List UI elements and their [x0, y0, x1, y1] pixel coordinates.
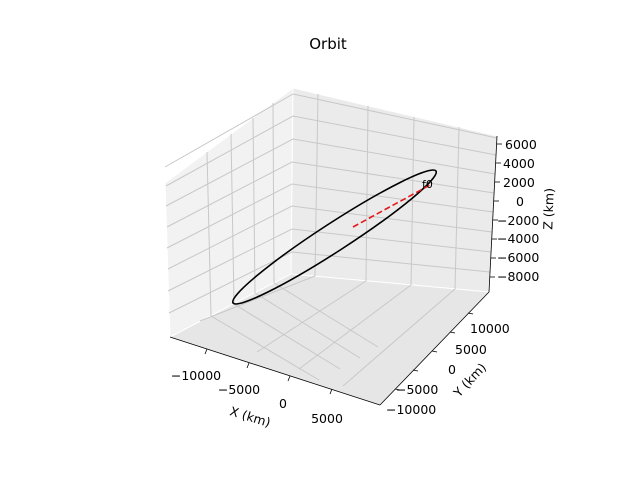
grid-z-7	[165, 115, 497, 187]
x-axis-line	[169, 336, 381, 406]
grid-lines	[164, 93, 498, 387]
z-tick-label: −8000	[497, 269, 539, 284]
x-tick-mark	[246, 362, 250, 369]
z-tick-label: −4000	[497, 231, 539, 246]
grid-z-5	[166, 161, 495, 228]
z-tick-label: 4000	[503, 156, 535, 171]
y-tick-label: 5000	[455, 342, 487, 357]
grid-z-2	[167, 228, 492, 292]
grid-floor-x-1	[210, 315, 320, 381]
z-tick-label: −2000	[497, 213, 539, 228]
x-tick-label: −10000	[171, 368, 221, 383]
grid-y-back-2	[365, 105, 369, 282]
grid-x-back-1	[206, 151, 212, 317]
x-axis-label: X (km)	[228, 403, 272, 430]
x-tick-label: −5000	[218, 382, 260, 397]
grid-z-6	[165, 138, 496, 207]
grid-floor-x-3	[254, 292, 361, 359]
axis-lines	[169, 135, 498, 406]
y-axis-line	[379, 291, 490, 406]
y-tick-mark	[431, 350, 438, 353]
x-tick-mark	[287, 375, 291, 382]
tick-marks	[204, 143, 502, 395]
grid-y-back-1	[314, 93, 319, 277]
y-tick-mark	[467, 312, 474, 315]
grid-x-back-2	[230, 133, 235, 305]
y-tick-mark	[412, 369, 419, 372]
grid-floor-y-2	[256, 280, 367, 353]
z-tick-label: 6000	[505, 137, 537, 152]
f0-vector-line	[352, 184, 431, 228]
grid-z-1	[168, 251, 491, 314]
grid-floor-y-1	[199, 275, 316, 322]
z-axis-label: Z (km)	[540, 188, 556, 230]
x-tick-mark	[329, 388, 333, 395]
y-tick-mark	[394, 388, 401, 391]
y-tick-label: 0	[448, 362, 456, 377]
z-axis-line	[488, 135, 498, 293]
orbit-line	[231, 169, 438, 305]
z-tick-label: −6000	[497, 250, 539, 265]
y-tick-label: −10000	[386, 402, 436, 417]
chart-title: Orbit	[309, 35, 347, 53]
z-tick-label: 2000	[503, 175, 535, 190]
grid-z-8	[164, 93, 498, 168]
grid-floor-y-3	[298, 284, 412, 370]
x-tick-label: 0	[279, 396, 287, 411]
x-tick-mark	[204, 348, 208, 355]
annotation-f0: f0	[422, 178, 433, 191]
x-tick-label: 5000	[311, 411, 343, 426]
grid-z-4	[166, 183, 494, 249]
vector-series	[352, 184, 431, 228]
grid-y-back-4	[454, 126, 460, 290]
grid-floor-y-4	[342, 288, 456, 387]
grid-x-back-3	[252, 117, 256, 294]
y-tick-mark	[449, 331, 456, 334]
y-tick-label: −5000	[396, 382, 438, 397]
grid-floor-x-4	[273, 282, 379, 348]
grid-floor-x-2	[233, 303, 341, 370]
y-tick-label: 10000	[470, 321, 510, 336]
z-tick-label: 0	[516, 194, 524, 209]
grid-z-3	[167, 205, 493, 270]
orbit-series	[231, 169, 438, 305]
